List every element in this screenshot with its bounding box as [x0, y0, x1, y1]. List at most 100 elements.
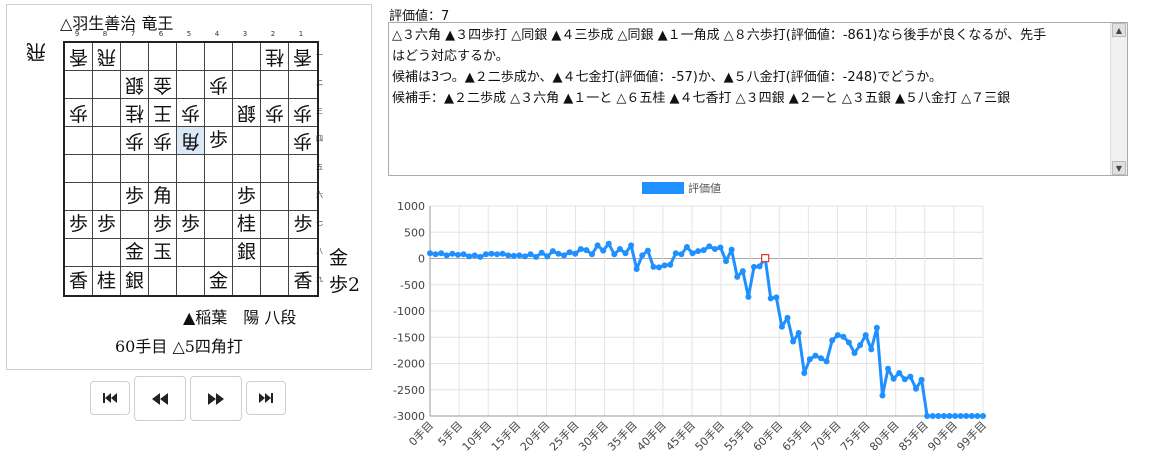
data-point[interactable]	[862, 332, 869, 339]
board-square[interactable]: 歩	[149, 127, 177, 155]
comment-textarea[interactable]: △３六角 ▲３四歩打 △同銀 ▲４三歩成 △同銀 ▲１一角成 △８六歩打(評価値…	[388, 22, 1128, 176]
gote-piece[interactable]: 桂	[264, 46, 284, 68]
board-square[interactable]	[65, 183, 93, 211]
data-point[interactable]	[935, 413, 942, 419]
gote-piece[interactable]: 歩	[180, 102, 200, 124]
board-square[interactable]: 歩	[93, 211, 121, 239]
board-square[interactable]: 玉	[149, 239, 177, 267]
data-point[interactable]	[689, 250, 696, 257]
data-point[interactable]	[527, 251, 534, 258]
data-point[interactable]	[516, 252, 523, 259]
last-move-button[interactable]	[246, 381, 286, 415]
data-point[interactable]	[890, 375, 897, 382]
board-square[interactable]: 桂	[93, 267, 121, 295]
data-point[interactable]	[851, 350, 858, 356]
gote-piece[interactable]: 歩	[68, 102, 88, 124]
board-square[interactable]	[149, 155, 177, 183]
board-square[interactable]: 歩	[289, 127, 317, 155]
gote-piece[interactable]: 飛	[96, 46, 116, 68]
board-square[interactable]: 角	[149, 183, 177, 211]
sente-piece[interactable]: 桂	[236, 213, 256, 235]
board-square[interactable]	[177, 239, 205, 267]
board-square[interactable]	[205, 239, 233, 267]
data-point[interactable]	[929, 413, 936, 419]
data-point[interactable]	[812, 352, 819, 359]
gote-piece[interactable]: 金	[152, 74, 172, 96]
data-point[interactable]	[734, 273, 741, 280]
data-point[interactable]	[633, 266, 640, 272]
legend-label[interactable]: 評価値	[688, 181, 721, 195]
gote-piece[interactable]: 歩	[293, 102, 313, 124]
data-point[interactable]	[980, 413, 986, 419]
data-point[interactable]	[868, 346, 875, 353]
gote-piece[interactable]: 香	[68, 46, 88, 68]
board-square[interactable]	[149, 43, 177, 71]
board-square[interactable]	[93, 127, 121, 155]
data-point[interactable]	[723, 258, 730, 265]
previous-move-button[interactable]	[134, 376, 186, 421]
board-square[interactable]	[289, 183, 317, 211]
comment-text[interactable]: △３六角 ▲３四歩打 △同銀 ▲４三歩成 △同銀 ▲１一角成 △８六歩打(評価値…	[392, 25, 1110, 173]
sente-piece[interactable]: 玉	[152, 241, 172, 263]
sente-piece[interactable]: 角	[152, 185, 172, 207]
data-point[interactable]	[974, 413, 981, 419]
board-square[interactable]	[205, 43, 233, 71]
data-point[interactable]	[594, 242, 601, 249]
data-point[interactable]	[521, 253, 528, 260]
data-point[interactable]	[840, 333, 847, 340]
data-point[interactable]	[600, 247, 607, 254]
data-point[interactable]	[477, 253, 484, 260]
board-square[interactable]	[261, 211, 289, 239]
board-square[interactable]	[233, 43, 261, 71]
data-point[interactable]	[628, 242, 635, 249]
legend-swatch[interactable]	[642, 182, 684, 194]
data-point[interactable]	[695, 248, 702, 255]
data-point[interactable]	[611, 251, 618, 258]
data-point[interactable]	[918, 376, 925, 383]
data-point[interactable]	[818, 355, 825, 362]
board-square[interactable]: 香	[65, 267, 93, 295]
board-square[interactable]	[233, 71, 261, 99]
data-point[interactable]	[499, 250, 506, 257]
board-square[interactable]	[65, 239, 93, 267]
board-square[interactable]	[65, 127, 93, 155]
board-square[interactable]: 銀	[121, 71, 149, 99]
board-square[interactable]	[121, 211, 149, 239]
board-square[interactable]	[93, 99, 121, 127]
data-point[interactable]	[533, 253, 540, 260]
sente-piece[interactable]: 銀	[236, 241, 256, 263]
board-square[interactable]: 歩	[233, 183, 261, 211]
gote-piece[interactable]: 歩	[293, 130, 313, 152]
board-square[interactable]: 歩	[289, 99, 317, 127]
data-point[interactable]	[750, 263, 757, 270]
data-point[interactable]	[773, 294, 780, 301]
data-point[interactable]	[549, 248, 556, 255]
data-point[interactable]	[460, 251, 467, 258]
data-point[interactable]	[683, 243, 690, 250]
data-point[interactable]	[494, 251, 501, 258]
data-point[interactable]	[940, 413, 947, 419]
gote-piece[interactable]: 歩	[124, 130, 144, 152]
gote-piece[interactable]: 歩	[152, 130, 172, 152]
data-point[interactable]	[616, 246, 623, 253]
board-square[interactable]	[261, 183, 289, 211]
sente-piece[interactable]: 歩	[152, 213, 172, 235]
gote-piece[interactable]: 角	[180, 130, 200, 152]
gote-piece[interactable]: 香	[293, 46, 313, 68]
gote-piece[interactable]: 歩	[208, 74, 228, 96]
sente-piece[interactable]: 歩	[68, 213, 88, 235]
data-point[interactable]	[572, 250, 579, 257]
board-square[interactable]	[93, 183, 121, 211]
board-square[interactable]: 歩	[177, 211, 205, 239]
board-square[interactable]: 歩	[205, 71, 233, 99]
board-square[interactable]: 金	[121, 239, 149, 267]
sente-piece[interactable]: 香	[68, 269, 88, 292]
sente-piece[interactable]: 桂	[96, 269, 116, 292]
comment-scrollbar[interactable]: ▲ ▼	[1110, 23, 1127, 175]
shogi-board[interactable]: 香飛桂香銀金歩歩桂王歩銀歩歩歩歩角歩歩歩角歩歩歩歩歩桂歩金玉銀香桂銀金香	[63, 41, 319, 297]
board-square[interactable]: 角	[177, 127, 205, 155]
data-point[interactable]	[801, 369, 808, 376]
data-point[interactable]	[879, 392, 886, 399]
data-point[interactable]	[667, 261, 674, 268]
data-point[interactable]	[471, 252, 478, 259]
